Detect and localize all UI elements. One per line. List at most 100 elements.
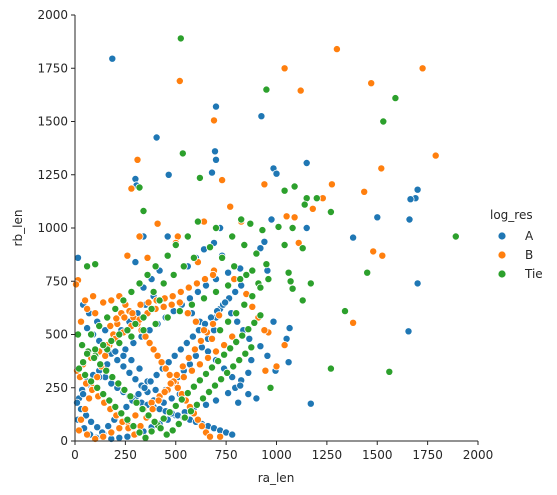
- data-point: [220, 350, 229, 359]
- data-point: [256, 244, 265, 253]
- x-tick-label: 1500: [362, 448, 393, 462]
- data-point: [123, 251, 132, 260]
- data-point: [175, 307, 184, 316]
- legend-marker-b: [497, 250, 507, 260]
- data-point: [127, 184, 136, 193]
- data-point: [134, 390, 143, 399]
- data-point: [129, 422, 138, 431]
- data-point: [193, 217, 202, 226]
- series-tie: [74, 34, 460, 442]
- data-point: [161, 364, 170, 373]
- x-tick-label: 0: [71, 448, 79, 462]
- data-point: [115, 424, 124, 433]
- data-point: [211, 155, 220, 164]
- data-point: [280, 186, 289, 195]
- x-axis-label: ra_len: [258, 471, 295, 485]
- data-point: [83, 304, 92, 313]
- data-point: [111, 402, 120, 411]
- y-tick-label: 1000: [37, 221, 68, 235]
- data-point: [234, 398, 243, 407]
- x-tick-label: 1000: [261, 448, 292, 462]
- data-point: [131, 258, 140, 267]
- data-point: [127, 287, 136, 296]
- data-point: [115, 330, 124, 339]
- data-point: [189, 253, 198, 262]
- data-point: [131, 411, 140, 420]
- data-point: [224, 317, 233, 326]
- data-point: [190, 345, 199, 354]
- data-point: [242, 270, 251, 279]
- data-point: [258, 226, 267, 235]
- data-point: [189, 382, 198, 391]
- data-point: [237, 215, 246, 224]
- y-ticks: 0 250 500 750 1000 1250 1500 1750 2000: [37, 8, 75, 448]
- data-point: [207, 334, 216, 343]
- y-tick-label: 2000: [37, 8, 68, 22]
- data-point: [207, 168, 216, 177]
- data-point: [99, 341, 108, 350]
- data-point: [81, 296, 90, 305]
- data-point: [232, 337, 241, 346]
- data-point: [135, 279, 144, 288]
- data-point: [95, 321, 104, 330]
- data-point: [241, 349, 250, 358]
- data-point: [160, 387, 169, 396]
- data-point: [228, 232, 237, 241]
- data-point: [418, 64, 427, 73]
- data-point: [285, 324, 294, 333]
- data-point: [236, 381, 245, 390]
- data-point: [175, 298, 184, 307]
- data-point: [135, 232, 144, 241]
- data-point: [267, 215, 276, 224]
- data-point: [211, 396, 220, 405]
- data-point: [211, 102, 220, 111]
- data-point: [146, 377, 155, 386]
- data-point: [163, 313, 172, 322]
- data-point: [207, 363, 216, 372]
- data-point: [101, 326, 110, 335]
- data-point: [96, 360, 105, 369]
- data-point: [231, 287, 240, 296]
- data-point: [405, 215, 414, 224]
- data-point: [191, 351, 200, 360]
- data-point: [106, 321, 115, 330]
- data-point: [125, 368, 134, 377]
- data-point: [252, 249, 261, 258]
- data-point: [87, 330, 96, 339]
- data-point: [93, 373, 102, 382]
- data-point: [99, 432, 108, 441]
- data-point: [193, 415, 202, 424]
- data-point: [83, 430, 92, 439]
- data-point: [91, 345, 100, 354]
- data-point: [171, 240, 180, 249]
- data-point: [250, 318, 259, 327]
- data-point: [107, 428, 116, 437]
- data-point: [208, 270, 217, 279]
- data-point: [93, 423, 102, 432]
- data-point: [147, 427, 156, 436]
- data-point: [85, 394, 94, 403]
- data-point: [260, 180, 269, 189]
- data-point: [280, 64, 289, 73]
- data-point: [247, 356, 256, 365]
- data-point: [187, 300, 196, 309]
- data-point: [78, 341, 87, 350]
- data-point: [404, 327, 413, 336]
- data-point: [263, 351, 272, 360]
- legend-title: log_res: [490, 208, 533, 222]
- data-point: [201, 281, 210, 290]
- data-point: [173, 383, 182, 392]
- data-point: [363, 268, 372, 277]
- data-point: [122, 402, 131, 411]
- data-point: [308, 204, 317, 213]
- data-point: [272, 169, 281, 178]
- data-point: [169, 270, 178, 279]
- data-point: [74, 253, 83, 262]
- data-point: [451, 232, 460, 241]
- data-point: [217, 375, 226, 384]
- data-point: [111, 347, 120, 356]
- data-point: [209, 116, 218, 125]
- data-point: [240, 300, 249, 309]
- data-point: [290, 182, 299, 191]
- data-point: [114, 379, 123, 388]
